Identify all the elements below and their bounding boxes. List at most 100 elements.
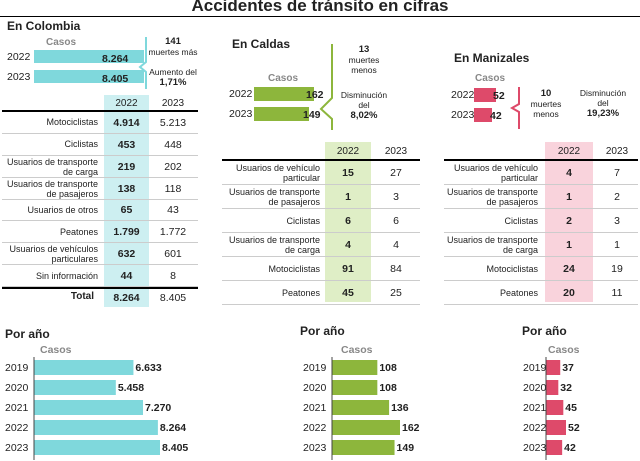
- row-label: Motociclistas: [486, 263, 538, 274]
- chart-category-label: 2020: [5, 382, 29, 394]
- row-value-2023: 118: [164, 182, 182, 195]
- manizales-note-text: muertes menos: [530, 99, 562, 119]
- row-value-2022: 4: [566, 167, 572, 179]
- row-value-2023: 27: [390, 167, 402, 179]
- row-label: Usuarios de vehículo particular: [235, 162, 320, 183]
- colombia-cases-label: Casos: [46, 37, 77, 48]
- caldas-header-2022: 2022: [336, 146, 360, 157]
- caldas-bar-value-2023: 149: [303, 109, 321, 121]
- row-value-2022: 453: [117, 138, 136, 151]
- colombia-total-row: Total 8.264 8.405: [2, 289, 198, 305]
- row-value-2022: 138: [117, 182, 136, 195]
- caldas-bar-year-2022: 2022: [229, 88, 253, 100]
- chart-value-label: 52: [568, 422, 580, 434]
- colombia-header-2022: 2022: [115, 98, 138, 109]
- row-value-2022: 4.914: [113, 116, 140, 129]
- chart-bar: [546, 400, 564, 415]
- caldas-note-number: 13: [358, 44, 370, 55]
- row-value-2022: 1.799: [113, 226, 140, 239]
- row-label: Usuarios de transporte de carga: [228, 234, 320, 255]
- row-value-2023: 3: [614, 215, 620, 227]
- colombia-note-text: muertes más: [148, 47, 198, 57]
- colombia-total-rule: [2, 287, 198, 289]
- manizales-bar-year-2023: 2023: [451, 109, 475, 121]
- chart-category-label: 2020: [523, 382, 547, 394]
- chart-value-label: 6.633: [135, 362, 161, 374]
- table-row: Usuarios de vehículos particulares 632 601: [2, 243, 198, 266]
- row-label: Ciclistas: [504, 215, 538, 226]
- manizales-heading: En Manizales: [454, 51, 530, 65]
- caldas-heading: En Caldas: [232, 37, 291, 51]
- chart-bar: [546, 360, 561, 375]
- table-row: Peatones 45 25: [222, 281, 420, 305]
- chart-subtitle: Casos: [548, 344, 580, 356]
- chart-category-label: 2023: [523, 442, 547, 454]
- chart-subtitle: Casos: [341, 344, 373, 356]
- row-value-2022: 6: [345, 215, 351, 227]
- colombia-total-2022: 8.264: [113, 292, 140, 304]
- table-row: Sin información 44 8: [2, 265, 198, 287]
- chart-value-label: 7.270: [145, 402, 171, 414]
- row-label: Usuarios de transporte de pasajeros: [228, 186, 320, 207]
- row-label: Sin información: [35, 270, 98, 281]
- table-row: Usuarios de transporte de carga 4 4: [222, 233, 420, 257]
- row-value-2022: 1: [566, 239, 572, 251]
- row-value-2023: 1.772: [159, 226, 187, 239]
- chart-value-label: 8.264: [160, 422, 186, 434]
- chart-value-label: 5.458: [118, 382, 144, 394]
- row-label: Ciclistas: [64, 139, 98, 150]
- table-row: Motociclistas 91 84: [222, 257, 420, 281]
- colombia-bar-value-2022: 8.264: [102, 53, 129, 65]
- chart-value-label: 32: [560, 382, 572, 394]
- manizales-table: Usuarios de vehículo particular 4 7 Usuario…: [444, 161, 638, 305]
- chart-bar: [34, 360, 134, 375]
- row-value-2023: 2: [614, 191, 620, 203]
- row-value-2023: 11: [611, 287, 623, 299]
- row-value-2023: 601: [164, 248, 182, 261]
- caldas-note-change-pct: 8,02%: [350, 110, 378, 121]
- row-label: Ciclistas: [286, 215, 320, 226]
- chart-value-label: 8.405: [162, 442, 188, 454]
- manizales-bar-year-2022: 2022: [451, 89, 475, 101]
- chart-value-label: 149: [397, 442, 415, 454]
- row-value-2023: 448: [164, 138, 182, 151]
- caldas-bar-value-2022: 162: [306, 89, 324, 101]
- row-value-2022: 4: [345, 239, 351, 251]
- chart-category-label: 2021: [523, 402, 547, 414]
- colombia-bar-2022: [34, 50, 144, 63]
- row-value-2023: 202: [164, 160, 182, 173]
- row-value-2022: 15: [342, 167, 354, 179]
- row-label: Usuarios de transporte de pasajeros: [446, 186, 538, 207]
- row-label: Usuarios de vehículos particulares: [9, 244, 98, 265]
- caldas-bar-2023: [254, 107, 309, 121]
- colombia-table: Motociclistas 4.914 5.213 Ciclistas 453 448 Us…: [2, 112, 198, 287]
- table-row: Usuarios de transporte de carga 1 1: [444, 233, 638, 257]
- chart-category-label: 2022: [523, 422, 547, 434]
- row-value-2022: 91: [342, 263, 354, 275]
- row-value-2023: 8: [170, 270, 176, 283]
- caldas-bar-year-2023: 2023: [229, 108, 253, 120]
- row-value-2022: 65: [120, 204, 133, 217]
- chart-category-label: 2022: [303, 422, 327, 434]
- table-row: Ciclistas 6 6: [222, 209, 420, 233]
- row-value-2022: 24: [563, 263, 575, 275]
- row-value-2023: 7: [614, 167, 620, 179]
- row-value-2022: 632: [117, 248, 136, 261]
- chart-bar: [332, 400, 390, 415]
- table-row: Usuarios de transporte de carga 219 202: [2, 156, 198, 178]
- manizales-note-number: 10: [540, 88, 552, 99]
- colombia-por-ano-heading: Por año: [5, 327, 50, 341]
- chart-value-label: 45: [565, 402, 577, 414]
- row-label: Peatones: [281, 287, 320, 298]
- chart-bar: [34, 440, 160, 455]
- row-value-2023: 3: [393, 191, 399, 203]
- manizales-bar-2023: [474, 108, 492, 122]
- chart-bar: [332, 420, 400, 435]
- row-value-2022: 1: [566, 191, 572, 203]
- chart-category-label: 2020: [303, 382, 327, 394]
- row-value-2023: 84: [390, 263, 402, 275]
- table-row: Motociclistas 4.914 5.213: [2, 112, 198, 134]
- caldas-bracket: [319, 44, 333, 130]
- manizales-header-2023: 2023: [605, 146, 629, 157]
- colombia-bar-year-2022: 2022: [7, 51, 31, 63]
